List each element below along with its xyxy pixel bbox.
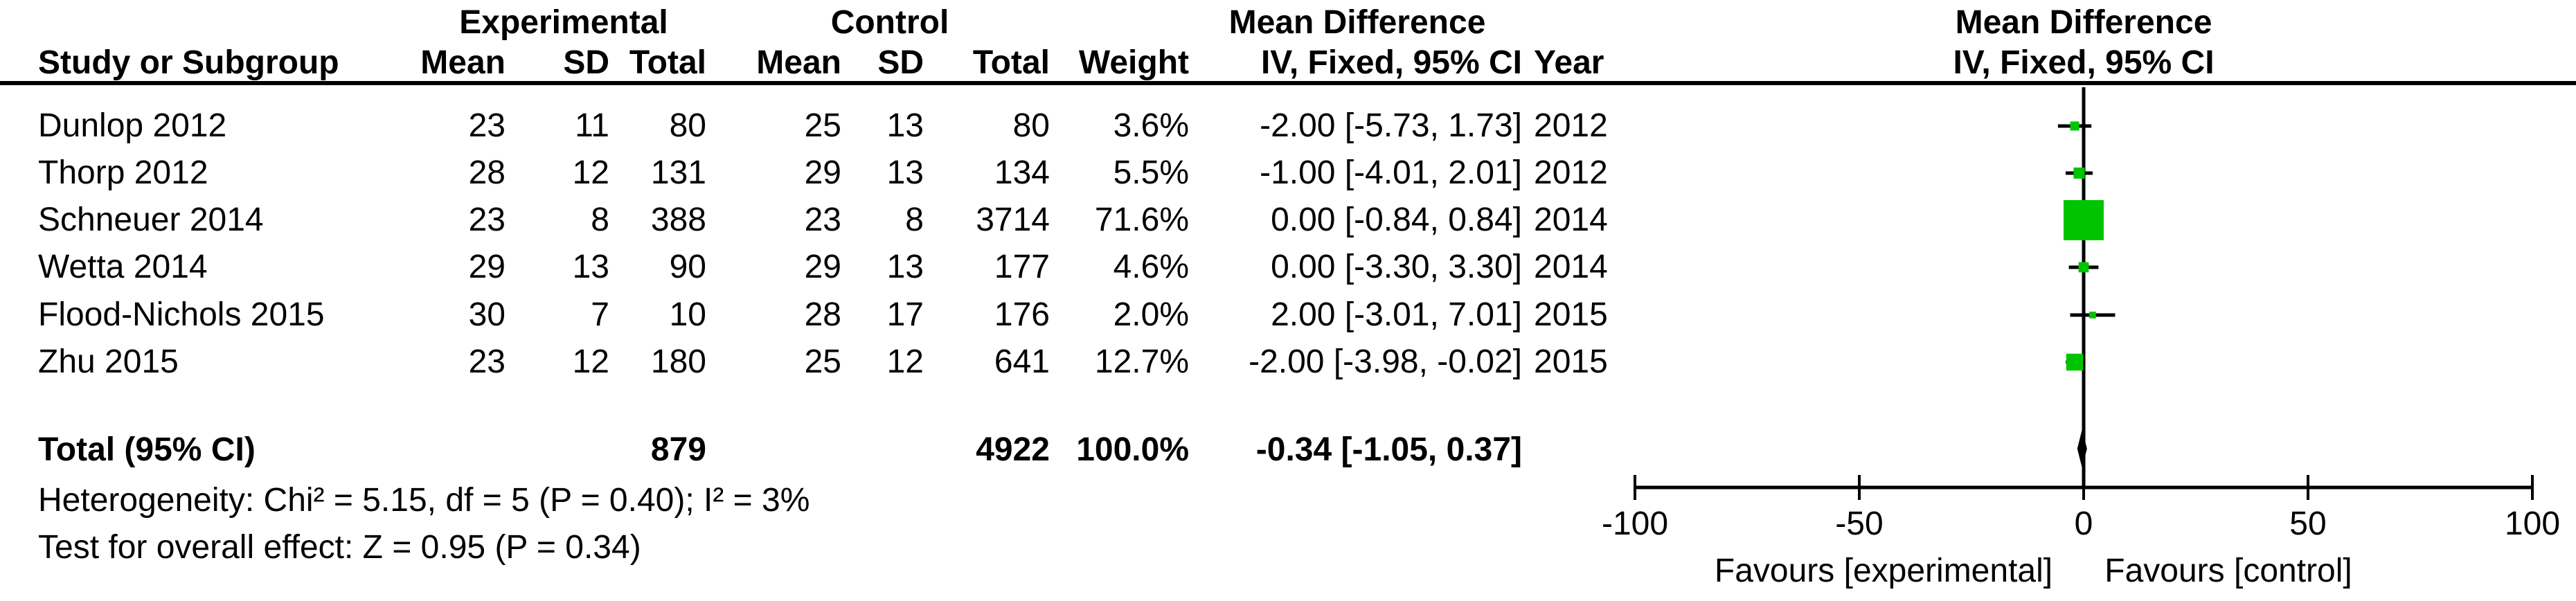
row-2-ci: 0.00 [-0.84, 0.84] [1271, 201, 1522, 238]
row-5-mean_c: 25 [804, 343, 841, 380]
tick-label--50: -50 [1835, 505, 1883, 542]
col-header-mean_e: Mean [420, 44, 506, 81]
row-0-mean_c: 25 [804, 107, 841, 144]
favours-left-label: Favours [experimental] [1715, 553, 2052, 589]
row-4-mean_e: 30 [468, 296, 506, 333]
row-2-year: 2014 [1534, 201, 1608, 238]
row-5-total_c: 641 [994, 343, 1050, 380]
row-0-year: 2012 [1534, 107, 1608, 144]
col-header-mean_c: Mean [756, 44, 841, 81]
mean-difference-header-right: Mean Difference [1955, 4, 2212, 41]
experimental-group-header: Experimental [459, 4, 668, 41]
row-0-total_c: 80 [1012, 107, 1050, 144]
row-0-mean_e: 23 [468, 107, 506, 144]
row-5-ci: -2.00 [-3.98, -0.02] [1249, 343, 1522, 380]
row-1-weight: 5.5% [1113, 154, 1189, 191]
col-header-weight: Weight [1078, 44, 1189, 81]
row-3-sd_e: 13 [572, 249, 609, 285]
total-row-total_c: 4922 [976, 431, 1050, 468]
row-4-sd_c: 17 [886, 296, 924, 333]
row-1-ci: -1.00 [-4.01, 2.01] [1260, 154, 1522, 191]
control-group-header: Control [830, 4, 949, 41]
row-0-ci: -2.00 [-5.73, 1.73] [1260, 107, 1522, 144]
tick-label--100: -100 [1602, 505, 1668, 542]
favours-right-label: Favours [control] [2104, 553, 2352, 589]
row-4-total_e: 10 [669, 296, 706, 333]
overall-effect-stat: Test for overall effect: Z = 0.95 (P = 0… [38, 529, 641, 566]
row-1-sd_c: 13 [886, 154, 924, 191]
col-header-sd_e: SD [563, 44, 609, 81]
row-5-mean_e: 23 [468, 343, 506, 380]
row-3-ci: 0.00 [-3.30, 3.30] [1271, 249, 1522, 285]
study-square-3 [2078, 262, 2089, 273]
header-divider-rule [0, 81, 2576, 85]
row-2-study: Schneuer 2014 [38, 201, 264, 238]
study-square-5 [2066, 353, 2084, 371]
col-header-ci: IV, Fixed, 95% CI [1260, 44, 1522, 81]
row-5-study: Zhu 2015 [38, 343, 179, 380]
row-3-total_c: 177 [994, 249, 1050, 285]
row-1-mean_e: 28 [468, 154, 506, 191]
row-4-weight: 2.0% [1113, 296, 1189, 333]
row-3-year: 2014 [1534, 249, 1608, 285]
row-1-year: 2012 [1534, 154, 1608, 191]
row-2-total_e: 388 [650, 201, 706, 238]
col-header-year: Year [1534, 44, 1604, 81]
tick-label-100: 100 [2505, 505, 2560, 542]
row-5-year: 2015 [1534, 343, 1608, 380]
row-0-study: Dunlop 2012 [38, 107, 227, 144]
row-5-sd_e: 12 [572, 343, 609, 380]
row-2-weight: 71.6% [1094, 201, 1189, 238]
row-4-total_c: 176 [994, 296, 1050, 333]
row-0-weight: 3.6% [1113, 107, 1189, 144]
row-1-sd_e: 12 [572, 154, 609, 191]
row-4-ci: 2.00 [-3.01, 7.01] [1271, 296, 1522, 333]
row-4-sd_e: 7 [591, 296, 609, 333]
study-square-0 [2070, 121, 2079, 131]
tick-label-50: 50 [2289, 505, 2326, 542]
row-4-study: Flood-Nichols 2015 [38, 296, 325, 333]
row-1-study: Thorp 2012 [38, 154, 208, 191]
heterogeneity-stat: Heterogeneity: Chi² = 5.15, df = 5 (P = … [38, 482, 810, 519]
row-5-weight: 12.7% [1094, 343, 1189, 380]
ci-column-header-right: IV, Fixed, 95% CI [1953, 44, 2215, 81]
total-row-study: Total (95% CI) [38, 431, 256, 468]
row-5-total_e: 180 [650, 343, 706, 380]
row-0-total_e: 80 [669, 107, 706, 144]
row-2-total_c: 3714 [976, 201, 1050, 238]
tick-label-0: 0 [2075, 505, 2093, 542]
mean-difference-header-left: Mean Difference [1228, 4, 1486, 41]
row-0-sd_e: 11 [575, 107, 609, 144]
row-3-mean_e: 29 [468, 249, 506, 285]
total-row-weight: 100.0% [1076, 431, 1189, 468]
row-4-year: 2015 [1534, 296, 1608, 333]
col-header-total_c: Total [972, 44, 1050, 81]
row-3-mean_c: 29 [804, 249, 841, 285]
row-2-sd_c: 8 [905, 201, 924, 238]
total-row-ci: -0.34 [-1.05, 0.37] [1255, 431, 1522, 468]
col-header-sd_c: SD [877, 44, 924, 81]
row-3-weight: 4.6% [1113, 249, 1189, 285]
row-1-mean_c: 29 [804, 154, 841, 191]
row-4-mean_c: 28 [804, 296, 841, 333]
row-0-sd_c: 13 [886, 107, 924, 144]
row-2-mean_e: 23 [468, 201, 506, 238]
row-3-sd_c: 13 [886, 249, 924, 285]
col-header-study: Study or Subgroup [38, 44, 339, 81]
study-square-4 [2089, 312, 2096, 319]
col-header-total_e: Total [629, 44, 706, 81]
study-square-1 [2073, 167, 2085, 179]
row-3-total_e: 90 [669, 249, 706, 285]
study-square-2 [2064, 200, 2104, 240]
row-1-total_e: 131 [650, 154, 706, 191]
total-row-total_e: 879 [650, 431, 706, 468]
row-5-sd_c: 12 [886, 343, 924, 380]
row-3-study: Wetta 2014 [38, 249, 208, 285]
row-1-total_c: 134 [994, 154, 1050, 191]
row-2-sd_e: 8 [591, 201, 609, 238]
total-diamond [2077, 429, 2087, 468]
row-2-mean_c: 23 [804, 201, 841, 238]
